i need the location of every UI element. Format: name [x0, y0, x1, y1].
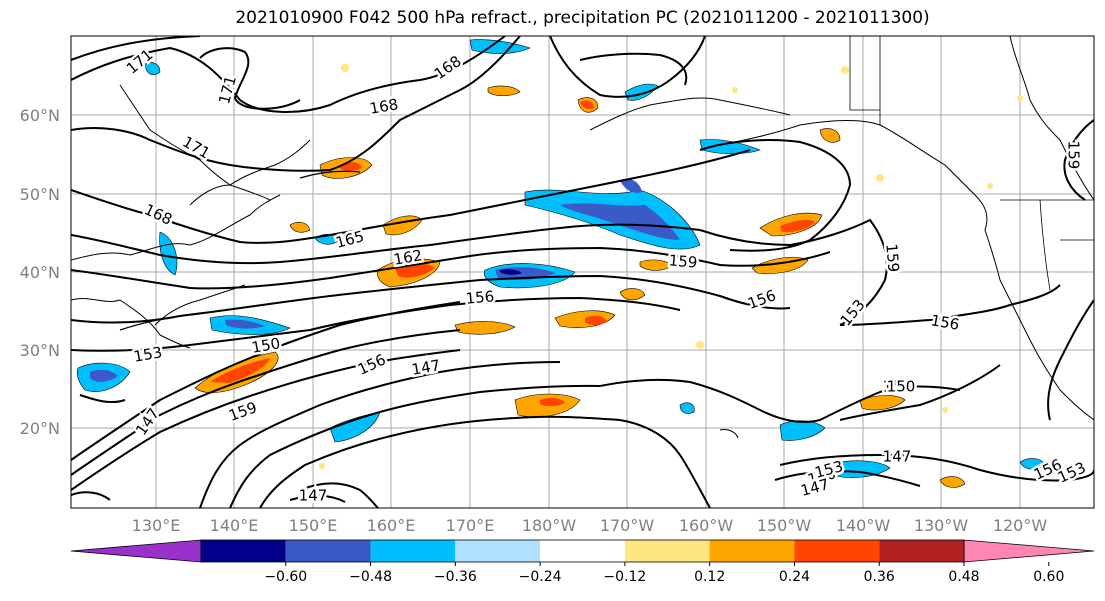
longitude-labels: 130°E 140°E 150°E 160°E 170°E 180°W 170°W 160°W…: [132, 516, 1048, 535]
contour-label: 159: [882, 243, 902, 273]
contour-label: 159: [1065, 141, 1083, 170]
longitude-label: 130°W: [914, 516, 969, 535]
contour-label: 147: [299, 487, 328, 505]
latitude-label: 20°N: [20, 419, 60, 438]
longitude-label: 180°W: [522, 516, 577, 535]
longitude-label: 170°E: [446, 516, 495, 535]
contour-label: 150: [250, 334, 281, 357]
colorbar-tick-label: 0.48: [948, 569, 979, 585]
longitude-label: 160°W: [679, 516, 734, 535]
contour-label: 162: [392, 246, 423, 269]
refractivity-contours: [71, 36, 1094, 508]
contour-label-halo: 147: [299, 487, 328, 505]
longitude-label: 170°W: [600, 516, 655, 535]
colorbar-segment: [285, 540, 371, 562]
colorbar-segment: [709, 540, 795, 562]
longitude-label: 140°W: [836, 516, 891, 535]
longitude-label: 150°E: [289, 516, 338, 535]
latitude-label: 60°N: [20, 106, 60, 125]
colorbar-segment: [540, 540, 625, 562]
colorbar-segment: [794, 540, 880, 562]
contour-label: 147: [410, 356, 441, 379]
colorbar-tick-label: −0.24: [519, 569, 562, 585]
longitude-label: 140°E: [210, 516, 259, 535]
colorbar-tick-label: −0.48: [349, 569, 392, 585]
colorbar-segment: [624, 540, 710, 562]
latitude-label: 30°N: [20, 341, 60, 360]
contour-label: 159: [668, 251, 698, 271]
colorbar-low-arrow: [70, 539, 202, 563]
colorbar-segment: [455, 540, 541, 562]
colorbar-tick-label: 0.12: [694, 569, 725, 585]
latitude-label: 50°N: [20, 185, 60, 204]
contour-label-halo: 147: [883, 448, 912, 466]
colorbar: −0.60 −0.48 −0.36 −0.24 −0.12 0.12 0.24 0.36 0.4…: [70, 539, 1095, 585]
contour-label-halo: 159: [1065, 141, 1083, 170]
colorbar-high-arrow: [963, 539, 1095, 563]
contour-label: 150: [887, 378, 916, 396]
chart-title: 2021010900 F042 500 hPa refract., precip…: [235, 8, 930, 28]
colorbar-tick-label: −0.12: [603, 569, 646, 585]
map-frame: [70, 35, 1095, 509]
longitude-label: 150°W: [757, 516, 812, 535]
colorbar-segment: [370, 540, 456, 562]
latitude-labels: 20°N 30°N 40°N 50°N 60°N: [20, 106, 60, 438]
contour-label: 150: [883, 378, 912, 396]
contour-label-halo: 150: [887, 378, 916, 396]
contour-label: 156: [929, 311, 960, 334]
contour-label-halo: 150: [883, 378, 912, 396]
colorbar-tick-label: 0.36: [864, 569, 895, 585]
coastlines: [71, 36, 1094, 439]
colorbar-tick-label: 0.60: [1033, 569, 1064, 585]
refractivity-contours-thin: [119, 170, 361, 331]
colorbar-tick-label: −0.60: [264, 569, 307, 585]
contour-label: 156: [465, 287, 495, 307]
precip-blobs: [76, 39, 1046, 488]
contour-label: 147: [883, 448, 912, 466]
colorbar-tick-label: 0.24: [779, 569, 810, 585]
colorbar-tick-label: −0.36: [434, 569, 477, 585]
longitude-label: 120°W: [993, 516, 1048, 535]
colorbar-segment: [201, 540, 286, 562]
colorbar-frame: [200, 539, 965, 563]
colorbar-segment: [879, 540, 964, 562]
longitude-label: 130°E: [132, 516, 181, 535]
longitude-label: 160°E: [367, 516, 416, 535]
contour-label: 153: [132, 343, 163, 366]
contour-label: 168: [368, 95, 399, 118]
latitude-label: 40°N: [20, 263, 60, 282]
